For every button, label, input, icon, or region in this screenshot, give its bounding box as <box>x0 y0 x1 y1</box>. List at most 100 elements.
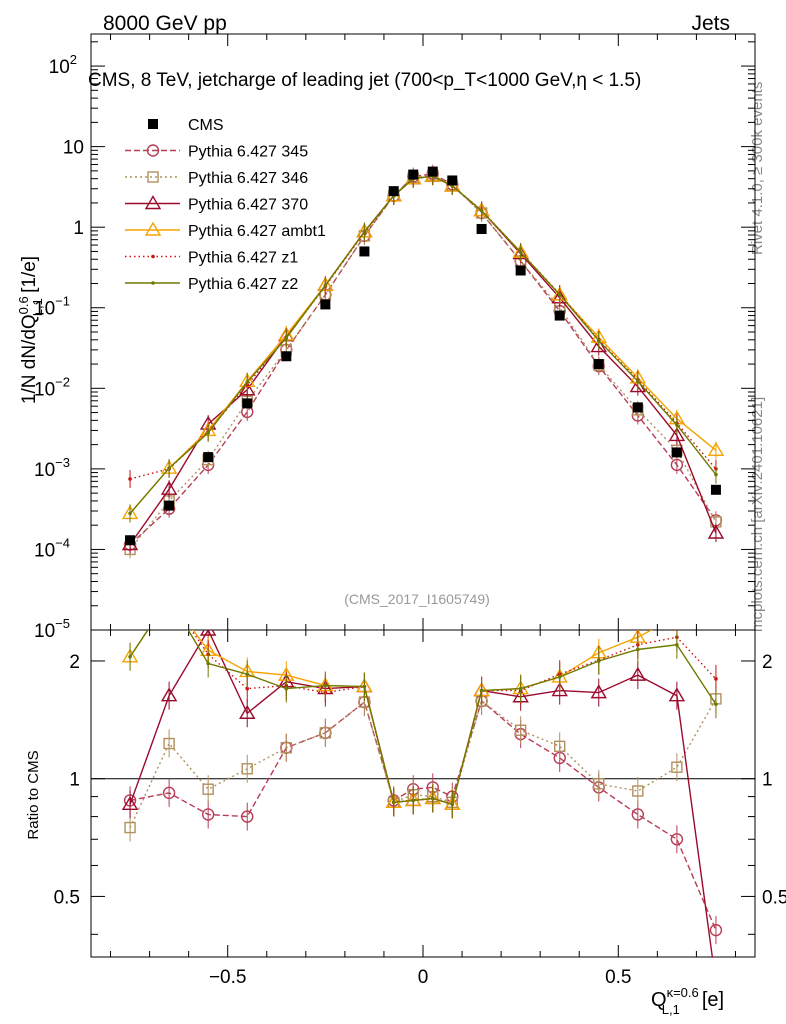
data-point-cms <box>554 310 565 321</box>
legend-marker-ambt1 <box>144 221 162 236</box>
x-axis-label: Qκ=0.6 L,1 [e] <box>651 985 724 1017</box>
ratio-point-p346 <box>163 737 175 750</box>
data-point-z2 <box>323 283 328 288</box>
x-tick-label: 0.5 <box>605 967 631 988</box>
data-point-z2 <box>596 338 601 343</box>
ratio-line-p370 <box>129 630 714 957</box>
ratio-point-z2 <box>518 686 523 691</box>
data-point-cms <box>320 299 331 310</box>
ratio-point-z2 <box>284 686 289 691</box>
ratio-point-p346 <box>671 761 683 773</box>
data-point-z2 <box>245 380 250 384</box>
data-point-cms <box>632 402 643 413</box>
ratio-point-z2 <box>391 800 396 805</box>
data-point-z2 <box>128 511 132 516</box>
ratio-point-ambt1 <box>670 609 684 621</box>
ratio-point-z2 <box>714 702 718 707</box>
ratio-point-z1 <box>167 596 171 600</box>
analysis-id: (CMS_2017_I1605749) <box>344 591 490 607</box>
ratio-point-z2 <box>245 672 250 677</box>
y-tick-label: 1 <box>69 770 80 791</box>
ratio-point-p370 <box>709 976 723 988</box>
ratio-point-z2 <box>323 683 328 688</box>
ratio-line-p346 <box>129 698 717 828</box>
data-point-cms <box>671 447 682 458</box>
collision-label: 8000 GeV pp <box>103 12 227 35</box>
data-point-cms <box>427 166 438 177</box>
legend-marker-z2 <box>151 281 155 285</box>
data-point-cms <box>710 484 721 495</box>
data-point-cms <box>359 246 370 257</box>
y-tick-label: 1 <box>73 218 84 239</box>
legend-label-z2: Pythia 6.427 z2 <box>188 276 298 293</box>
ratio-point-p370 <box>668 687 686 702</box>
data-point-p345 <box>670 458 684 472</box>
data-point-z2 <box>714 472 718 477</box>
data-point-z2 <box>362 229 367 234</box>
data-point-p370 <box>590 338 607 353</box>
ratio-point-p345 <box>201 808 215 821</box>
ratio-point-p370 <box>590 684 607 699</box>
series-line-z1 <box>129 175 717 480</box>
ratio-point-z1 <box>714 677 718 681</box>
ratio-point-p346 <box>241 763 253 775</box>
series-line-z2 <box>129 175 717 514</box>
data-point-cms <box>447 175 458 186</box>
ratio-point-ambt1 <box>709 585 723 597</box>
ratio-point-p346 <box>280 742 292 754</box>
ratio-point-p346 <box>632 785 644 797</box>
data-point-cms <box>164 500 175 511</box>
legend-marker-p370 <box>144 195 162 210</box>
ratio-point-p370 <box>121 795 139 811</box>
y-tick-label: 10−5 <box>34 616 70 642</box>
ratio-point-p346 <box>202 783 214 795</box>
x-tick-label: −0.5 <box>209 967 247 988</box>
ratio-line-p345 <box>129 699 717 931</box>
main-series <box>121 164 725 559</box>
data-point-z2 <box>206 431 210 435</box>
ratio-point-z2 <box>128 654 132 659</box>
data-point-z2 <box>518 250 523 254</box>
ratio-point-z2 <box>167 596 171 600</box>
legend-label-p370: Pythia 6.427 370 <box>188 197 308 214</box>
ratio-point-z2 <box>430 796 435 801</box>
data-point-cms <box>388 186 399 197</box>
y-tick-label: 102 <box>49 52 77 78</box>
legend-label-z1: Pythia 6.427 z1 <box>188 250 298 267</box>
process-label: Jets <box>691 12 730 35</box>
data-point-z2 <box>284 336 289 340</box>
data-point-cms <box>125 535 136 546</box>
ratio-plot-area: −0.5 0 0.5 0.5 0.5 1 1 2 2 <box>54 585 786 988</box>
y-tick-label: 10−4 <box>34 535 70 561</box>
data-point-cms <box>593 359 604 370</box>
data-point-ambt1 <box>707 441 725 457</box>
y-tick-label: 2 <box>69 652 80 673</box>
ratio-point-p370 <box>239 704 256 719</box>
data-point-z2 <box>675 423 679 427</box>
ratio-point-p370 <box>160 687 178 702</box>
ratio-point-z2 <box>362 684 367 689</box>
data-point-cms <box>408 169 419 180</box>
ratio-point-p346 <box>554 740 566 753</box>
legend-label-ambt1: Pythia 6.427 ambt1 <box>188 223 326 240</box>
ratio-point-z2 <box>479 688 484 693</box>
legend-label-cms: CMS <box>188 117 224 134</box>
data-point-z2 <box>479 208 484 213</box>
ratio-point-p345 <box>162 786 176 800</box>
ratio-ylabel: Ratio to CMS <box>25 750 42 839</box>
ratio-point-z2 <box>675 642 679 647</box>
data-point-z1 <box>128 477 132 481</box>
data-point-cms <box>476 223 487 234</box>
data-point-cms <box>242 398 253 409</box>
ratio-point-p370 <box>551 682 568 697</box>
ratio-point-z2 <box>206 661 210 666</box>
ratio-point-p345 <box>670 833 684 846</box>
y-tick-label-right: 0.5 <box>762 887 786 908</box>
rivet-label: Rivet 4.1.0, ≥ 300k events <box>749 82 766 255</box>
ratio-point-p370 <box>199 630 217 636</box>
ratio-point-z1 <box>245 686 250 691</box>
ratio-point-z2 <box>636 647 640 652</box>
data-point-p370 <box>707 524 725 539</box>
